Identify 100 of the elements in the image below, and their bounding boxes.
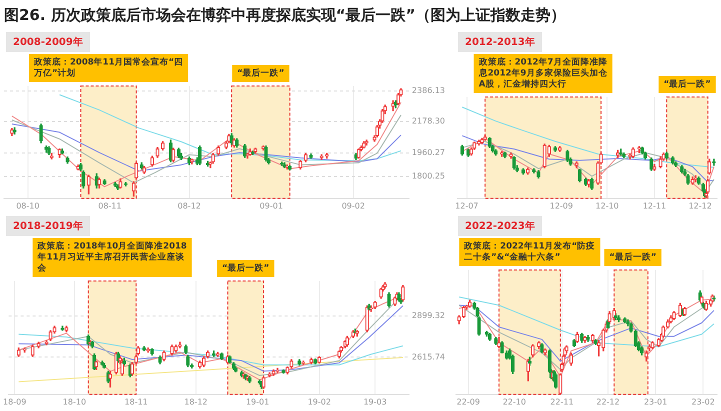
candlestick xyxy=(574,161,578,168)
candlestick xyxy=(230,133,234,145)
candlestick xyxy=(690,176,694,185)
candlestick xyxy=(140,162,144,170)
candlestick xyxy=(288,165,292,170)
x-tick-label: 18-10 xyxy=(62,397,86,406)
x-tick-label: 09-01 xyxy=(260,201,283,210)
candlestick xyxy=(521,168,526,175)
candlestick xyxy=(540,343,544,354)
candlestick xyxy=(497,337,501,348)
candlestick xyxy=(661,326,666,338)
candlestick xyxy=(36,342,40,348)
candlestick xyxy=(512,156,516,170)
band-label: 政策底：2012年7月全面降准降息2012年9月多家保险巨头加仓A股，汇金增持四大行 xyxy=(478,56,608,90)
x-tick-label: 19-01 xyxy=(246,397,270,406)
candlestick xyxy=(314,358,318,364)
candlestick xyxy=(572,339,576,348)
candlestick xyxy=(211,152,215,164)
candlestick xyxy=(162,350,166,362)
candlestick xyxy=(337,350,342,358)
candlestick xyxy=(583,336,587,343)
candlestick xyxy=(462,306,466,318)
candlestick xyxy=(184,344,188,354)
band-label: “最后一跌” xyxy=(237,67,284,78)
candlestick xyxy=(142,166,146,174)
x-tick-label: 12-07 xyxy=(455,201,478,210)
y-tick-label: 2178.30 xyxy=(412,116,446,126)
candlestick xyxy=(391,100,395,112)
candlestick xyxy=(494,337,498,345)
candlestick xyxy=(150,348,154,356)
candlestick xyxy=(160,141,165,151)
candlestick xyxy=(66,156,70,164)
candlestick xyxy=(272,369,276,376)
candlestick xyxy=(118,178,122,189)
candlestick xyxy=(587,179,591,188)
candlestick xyxy=(608,311,612,324)
candlestick xyxy=(578,168,582,182)
candlestick xyxy=(362,141,366,148)
candlestick xyxy=(132,181,136,197)
candlestick xyxy=(575,332,580,343)
candlestick xyxy=(44,340,48,346)
y-tick-label: 2386.13 xyxy=(412,86,446,96)
candlestick xyxy=(254,148,258,154)
candlestick xyxy=(264,146,268,162)
candlestick xyxy=(268,372,272,378)
y-tick-label: 2615.74 xyxy=(412,352,446,362)
x-tick-label: 08-12 xyxy=(178,201,201,210)
candlestick xyxy=(116,184,120,190)
candlestick xyxy=(86,174,91,194)
candlestick xyxy=(120,359,124,376)
candlestick xyxy=(309,154,313,159)
chart-title: 2022-2023年 xyxy=(458,216,542,236)
candlestick xyxy=(310,358,314,364)
candlestick xyxy=(488,137,492,148)
candlestick xyxy=(672,311,676,320)
chart-title: 2012-2013年 xyxy=(458,32,542,52)
band-label: 政策底：2008年11月国常会宣布“四万亿”计划 xyxy=(33,56,184,78)
candlestick xyxy=(282,162,286,168)
candlestick xyxy=(584,178,588,186)
candlestick xyxy=(10,128,14,136)
candlestick xyxy=(542,144,546,168)
candlestick xyxy=(30,344,34,357)
x-tick-label: 22-12 xyxy=(596,397,620,406)
x-tick-label: 12-10 xyxy=(596,201,619,210)
candlestick xyxy=(282,369,286,374)
candlestick xyxy=(666,319,670,328)
candlestick xyxy=(276,368,280,373)
candlestick xyxy=(354,152,358,160)
x-tick-label: 23-02 xyxy=(692,397,715,406)
candlestick xyxy=(536,170,540,178)
candlestick xyxy=(509,152,513,159)
candlestick xyxy=(102,179,106,185)
candlestick xyxy=(543,348,547,356)
candlestick xyxy=(44,146,48,153)
x-tick-label: 18-11 xyxy=(124,397,148,406)
chart-title: 2008-2009年 xyxy=(6,32,90,52)
candlestick xyxy=(460,144,464,156)
candlestick xyxy=(47,146,51,155)
band-label: 政策底：2018年10月全面降准2018年11月习近平主席召开民营企业座谈会 xyxy=(36,240,187,274)
x-tick-label: 18-09 xyxy=(3,397,26,406)
candlestick xyxy=(102,362,106,369)
candlestick xyxy=(569,352,573,366)
x-tick-label: 19-03 xyxy=(363,397,387,406)
candlestick xyxy=(500,341,504,354)
candlestick xyxy=(134,162,138,180)
candlestick xyxy=(304,152,308,162)
x-tick-label: 22-10 xyxy=(502,397,526,406)
candlestick xyxy=(60,326,64,331)
candlestick xyxy=(622,152,626,158)
candlestick xyxy=(650,341,654,350)
candlestick xyxy=(39,124,43,144)
candlestick xyxy=(243,144,247,158)
band-label: “最后一跌” xyxy=(222,262,270,274)
candlestick xyxy=(356,148,360,159)
x-tick-label: 08-11 xyxy=(98,201,122,210)
candlestick xyxy=(158,356,162,364)
y-tick-label: 2899.32 xyxy=(412,311,446,320)
candlestick xyxy=(586,334,590,342)
candlestick xyxy=(526,168,530,175)
candlestick xyxy=(364,140,368,146)
